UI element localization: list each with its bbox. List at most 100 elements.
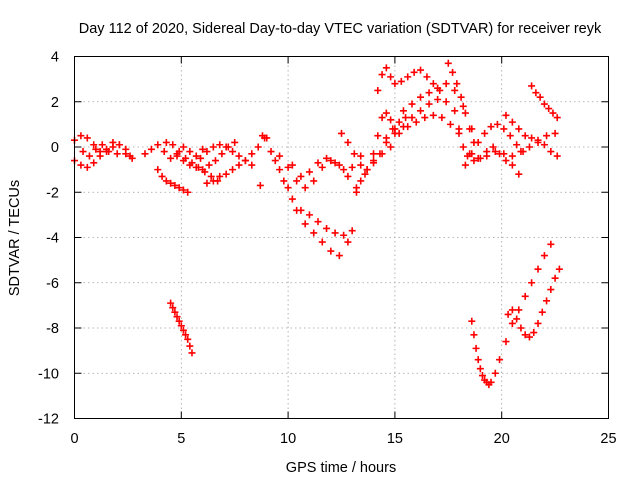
- data-point: [491, 148, 499, 156]
- data-point: [199, 145, 207, 153]
- data-point: [491, 369, 499, 377]
- data-point: [515, 170, 523, 178]
- data-point: [297, 206, 305, 214]
- data-point: [453, 80, 461, 88]
- data-point: [461, 161, 469, 169]
- y-tick-label: -2: [46, 185, 59, 201]
- y-tick-label: 0: [51, 140, 59, 156]
- data-point: [92, 145, 100, 153]
- data-point: [209, 177, 217, 185]
- data-point: [171, 308, 179, 316]
- data-point: [449, 68, 457, 76]
- data-point: [395, 118, 403, 126]
- chart-title: Day 112 of 2020, Sidereal Day-to-day VTE…: [79, 21, 602, 37]
- data-point: [472, 344, 480, 352]
- data-point: [500, 150, 508, 158]
- y-axis-label: SDTVAR / TECUs: [7, 180, 23, 296]
- x-tick-label: 5: [177, 431, 185, 447]
- data-point: [199, 166, 207, 174]
- x-axis-label: GPS time / hours: [286, 460, 396, 476]
- data-point: [481, 129, 489, 137]
- data-point: [425, 89, 433, 97]
- data-point: [235, 152, 243, 160]
- data-point: [209, 143, 217, 151]
- data-point: [399, 107, 407, 115]
- data-point: [387, 143, 395, 151]
- data-point: [528, 82, 536, 90]
- data-point: [216, 172, 224, 180]
- data-point: [141, 150, 149, 158]
- data-point: [186, 342, 194, 350]
- x-tick-label: 25: [600, 431, 616, 447]
- data-point: [459, 143, 467, 151]
- data-point: [508, 118, 516, 126]
- data-point: [179, 326, 187, 334]
- data-point: [513, 141, 521, 149]
- data-point: [263, 134, 271, 142]
- data-point: [280, 177, 288, 185]
- data-point: [451, 86, 459, 94]
- data-point: [489, 143, 497, 151]
- data-point: [466, 150, 474, 158]
- data-point: [173, 152, 181, 160]
- data-point: [297, 172, 305, 180]
- data-point: [248, 161, 256, 169]
- data-point: [474, 356, 482, 364]
- data-point: [540, 252, 548, 260]
- data-point: [534, 138, 542, 146]
- data-point: [182, 331, 190, 339]
- data-point: [357, 152, 365, 160]
- data-point: [555, 265, 563, 273]
- data-point: [476, 365, 484, 373]
- data-point: [327, 157, 335, 165]
- data-point: [314, 159, 322, 167]
- data-point: [229, 148, 237, 156]
- data-point: [451, 107, 459, 115]
- data-point: [335, 161, 343, 169]
- data-point: [438, 114, 446, 122]
- data-point: [344, 172, 352, 180]
- data-point: [216, 141, 224, 149]
- data-point: [387, 73, 395, 81]
- data-point: [412, 118, 420, 126]
- data-point: [515, 306, 523, 314]
- data-point: [543, 297, 551, 305]
- data-point: [487, 378, 495, 386]
- x-tick-label: 20: [494, 431, 510, 447]
- data-point: [391, 80, 399, 88]
- y-tick-label: 2: [51, 95, 59, 111]
- data-point: [310, 229, 318, 237]
- data-point: [288, 161, 296, 169]
- data-point: [147, 145, 155, 153]
- data-point: [423, 73, 431, 81]
- data-point: [549, 109, 557, 117]
- data-point: [267, 148, 275, 156]
- data-point: [293, 177, 301, 185]
- data-point: [500, 125, 508, 133]
- data-point: [487, 123, 495, 131]
- data-point: [173, 313, 181, 321]
- data-point: [162, 138, 170, 146]
- data-point: [207, 172, 215, 180]
- data-point: [186, 148, 194, 156]
- data-point: [318, 238, 326, 246]
- data-point: [154, 141, 162, 149]
- data-point: [98, 141, 106, 149]
- data-point: [457, 93, 465, 101]
- data-point: [502, 111, 510, 119]
- data-point: [483, 152, 491, 160]
- data-point: [543, 132, 551, 140]
- data-point: [521, 292, 529, 300]
- data-point: [370, 159, 378, 167]
- data-point: [344, 238, 352, 246]
- data-point: [331, 159, 339, 167]
- data-point: [301, 220, 309, 228]
- data-point: [79, 148, 87, 156]
- data-point: [231, 138, 239, 146]
- data-point: [515, 125, 523, 133]
- data-point: [378, 71, 386, 79]
- x-tick-label: 0: [70, 431, 78, 447]
- data-point: [203, 148, 211, 156]
- data-point: [188, 349, 196, 357]
- data-point: [271, 157, 279, 165]
